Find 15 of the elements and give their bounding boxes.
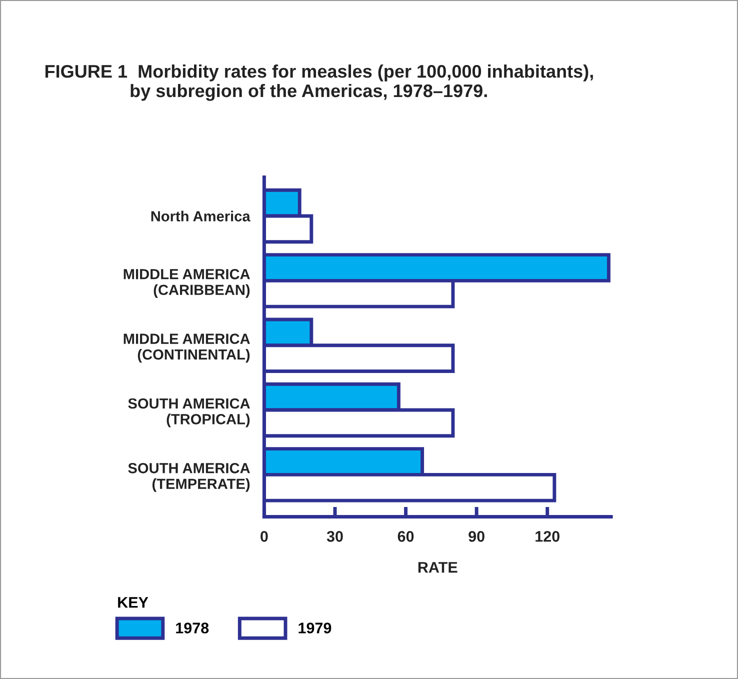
chart-title: FIGURE 1 Morbidity rates for measles (per 100,000 inhabitants), by subregion of the Americas, 1978–1979. (45, 64, 593, 101)
y-tick-label: SOUTH AMERICA (TEMPERATE) (128, 462, 250, 492)
y-tick-label: MIDDLE AMERICA (CONTINENTAL) (124, 334, 250, 363)
legend-label: 1978 (176, 622, 209, 634)
y-tick-label: SOUTH AMERICA (TROPICAL) (128, 398, 250, 428)
x-tick-label: 90 (468, 531, 484, 542)
legend-title: KEY (118, 597, 148, 608)
x-tick-label: 30 (326, 531, 343, 542)
x-tick-label: 0 (260, 531, 268, 542)
y-tick-label: North America (151, 210, 250, 222)
x-axis-title: RATE (418, 562, 458, 573)
x-tick-label: 120 (536, 531, 560, 542)
x-tick-label: 60 (398, 531, 414, 542)
y-tick-label: MIDDLE AMERICA (CARIBBEAN) (124, 268, 250, 298)
legend-label: 1979 (298, 622, 332, 634)
